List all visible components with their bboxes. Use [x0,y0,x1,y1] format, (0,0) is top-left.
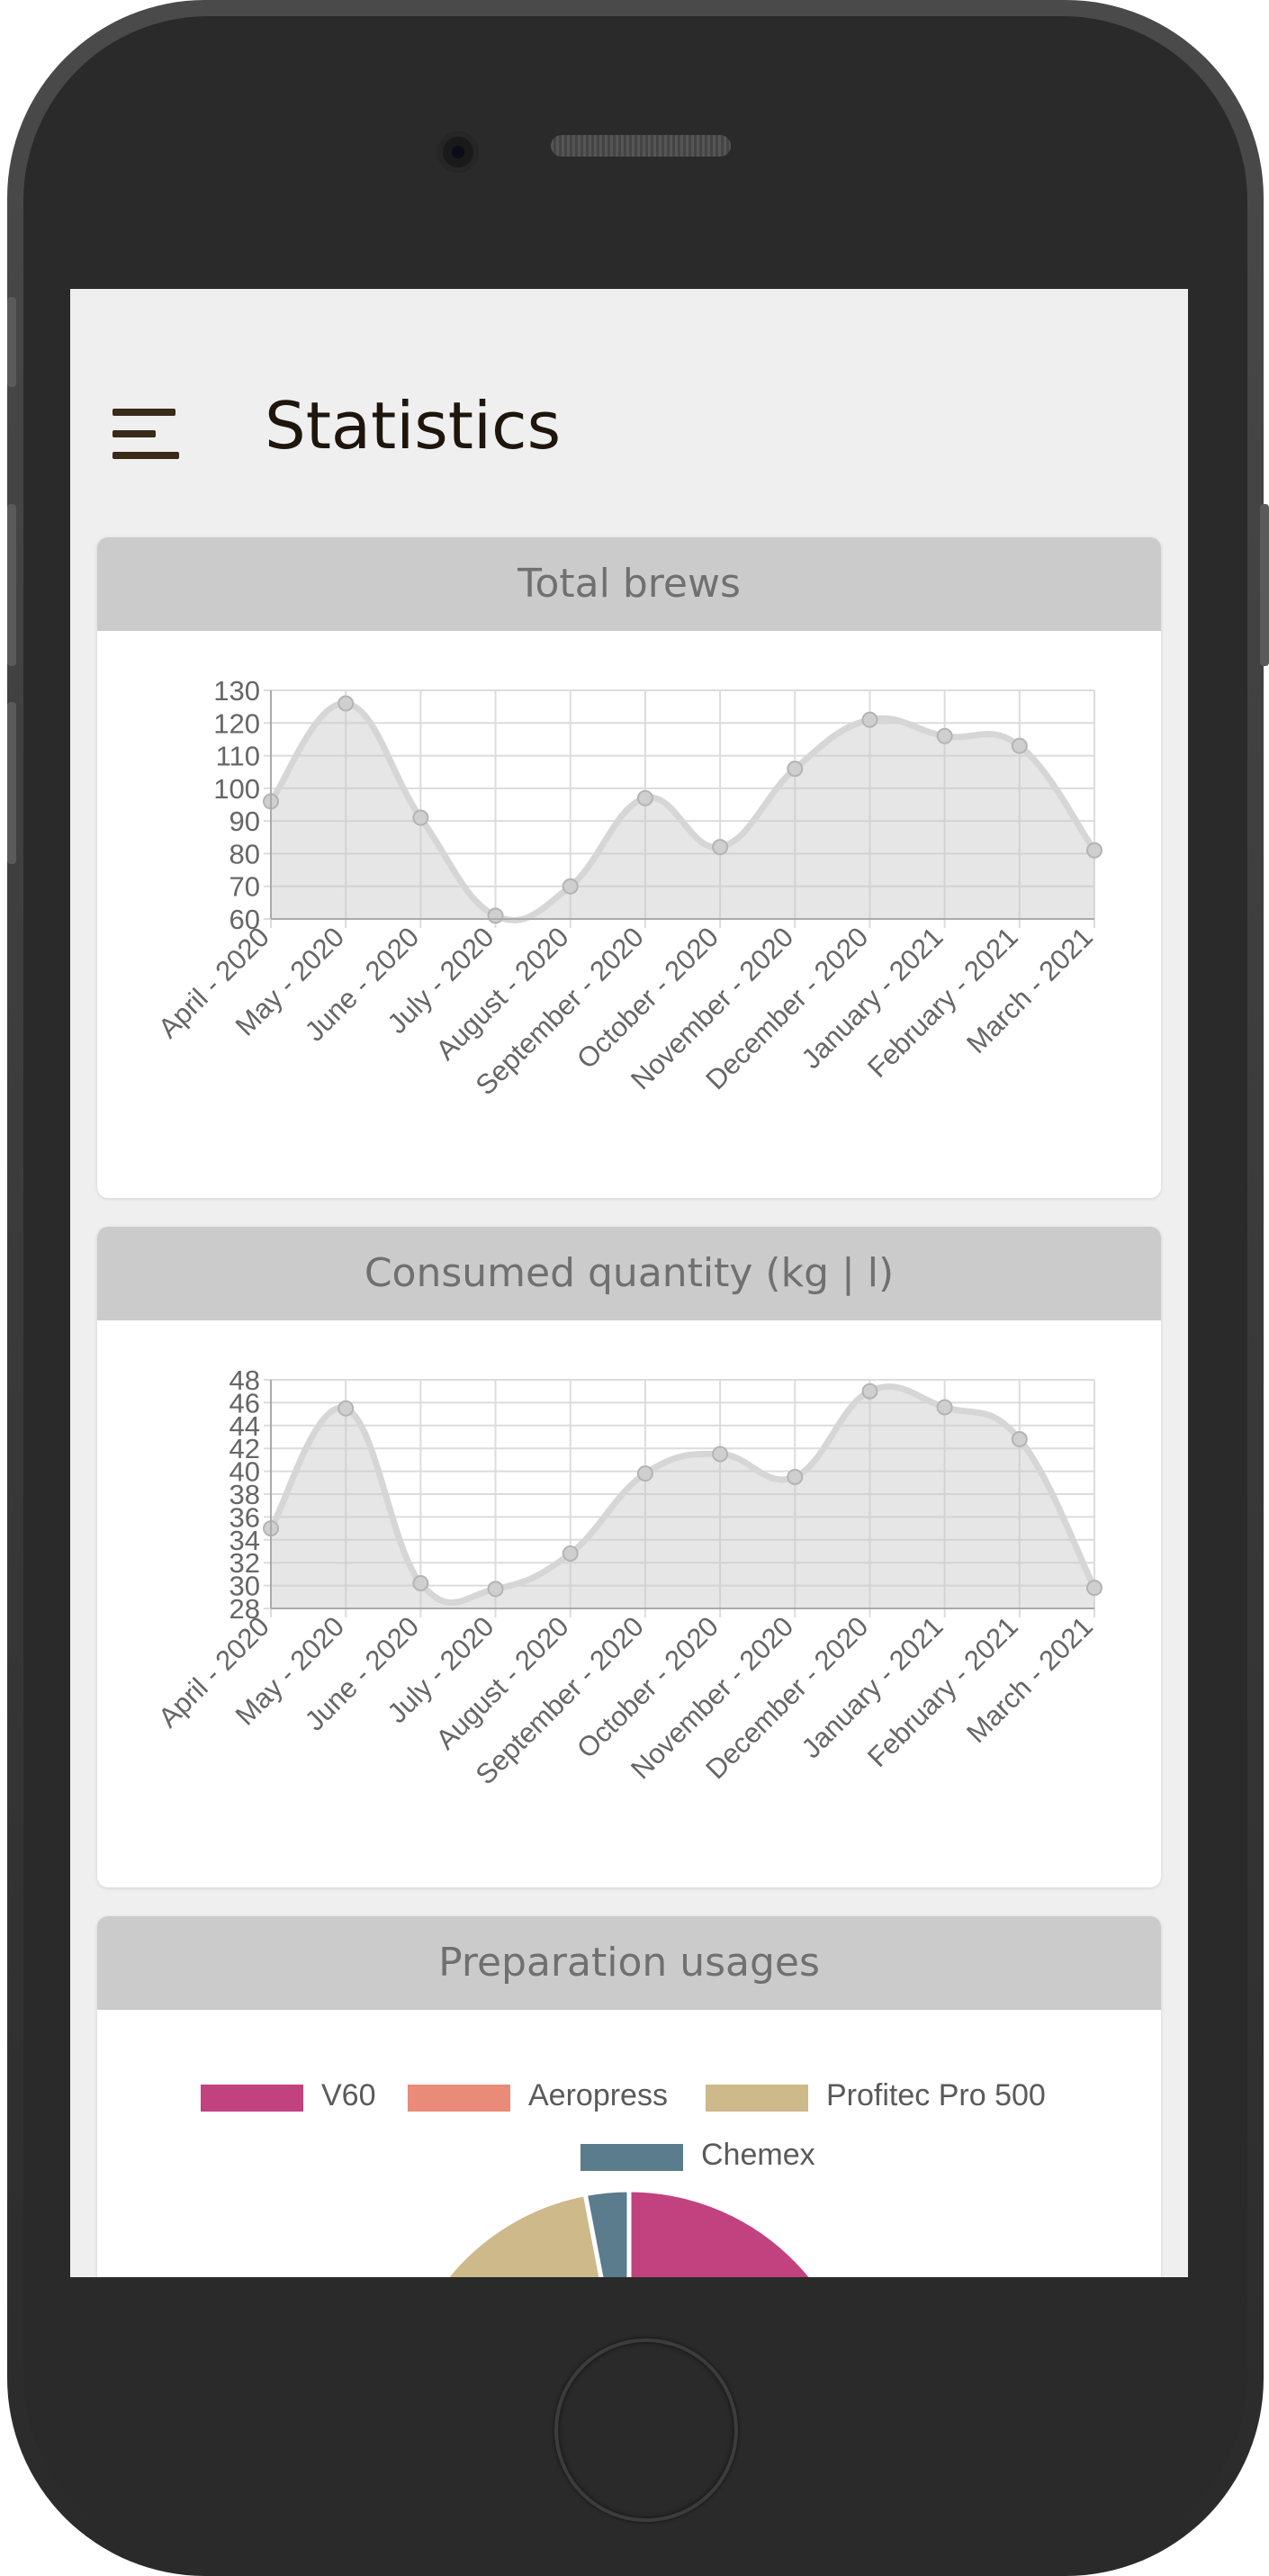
y-tick-label: 38 [230,1479,260,1510]
data-point [487,1581,504,1598]
y-tick-label: 110 [216,741,260,772]
preparation-usages-chart: V60 Aeropress Profitec Pro 500 Chemex [97,2010,1161,2277]
consumed-quantity-card: Consumed quantity (kg | l) 28 30 32 34 36 38 4… [97,1227,1161,1887]
home-button[interactable] [554,2338,738,2522]
legend-label: Aeropress [528,2078,668,2112]
data-point [1011,1431,1028,1448]
data-point [1011,737,1028,754]
data-point [787,1468,804,1485]
legend-label: Profitec Pro 500 [826,2078,1046,2112]
data-point [562,1545,579,1563]
preparation-usages-card: Preparation usages V60 Aeropress Profitec … [97,1916,1161,2277]
data-point [861,711,878,728]
legend-swatch [580,2144,683,2171]
y-tick-label: 80 [230,838,260,869]
volume-up-button [7,504,16,666]
data-point [487,907,504,924]
y-tick-label: 36 [230,1501,260,1533]
y-tick-label: 100 [213,773,260,805]
legend-swatch [706,2085,808,2112]
y-tick-label: 40 [230,1456,260,1488]
data-point [412,1575,429,1592]
data-point [936,727,953,744]
card-title: Total brews [97,537,1161,631]
power-button [1260,504,1269,666]
data-point [636,789,653,806]
x-tick-label: August - 2020 [429,921,574,1066]
y-tick-label: 70 [230,871,260,903]
y-tick-label: 46 [230,1387,260,1419]
series-area [271,703,1094,921]
data-point [1086,842,1102,859]
data-point [338,1400,355,1417]
legend-swatch [408,2085,510,2112]
y-tick-label: 44 [230,1410,260,1442]
y-tick-label: 120 [213,707,260,739]
y-tick-label: 60 [230,904,260,935]
card-title: Preparation usages [97,1916,1161,2010]
total-brews-card: Total brews 60 70 80 90 100 110 120 130 April - … [97,537,1161,1198]
data-point [562,878,579,895]
earpiece-speaker [551,135,731,157]
legend-swatch [201,2085,303,2112]
data-point [936,1399,953,1416]
y-tick-label: 34 [230,1525,260,1556]
volume-down-button [7,702,16,864]
data-point [787,761,804,778]
y-tick-label: 30 [230,1571,260,1602]
y-tick-label: 48 [230,1365,260,1396]
legend-label: V60 [321,2078,376,2112]
front-camera [437,131,479,173]
card-title: Consumed quantity (kg | l) [97,1227,1161,1320]
y-tick-label: 130 [213,675,260,707]
data-point [712,1446,729,1463]
data-point [861,1383,878,1400]
series-area [271,1386,1094,1608]
mute-switch [7,297,16,387]
y-tick-label: 32 [230,1547,260,1579]
pie-slice [444,2191,604,2277]
y-tick-label: 42 [230,1433,260,1464]
data-point [1086,1580,1102,1597]
pie-chart [444,2187,814,2277]
data-point [412,809,429,826]
hamburger-menu-icon[interactable] [112,409,181,463]
top-bar: Statistics [70,289,1188,505]
pie-slice [626,2187,814,2277]
x-tick-label: August - 2020 [429,1610,574,1755]
y-tick-label: 90 [230,806,260,837]
series-line [268,700,1097,923]
page-title: Statistics [265,388,562,464]
data-point [712,839,729,856]
data-point [636,1465,653,1482]
y-tick-label: 28 [230,1593,260,1625]
legend-label: Chemex [701,2138,815,2172]
series-line [267,1383,1098,1606]
app-screen: Statistics Total brews 60 70 80 90 100 110 120… [70,289,1188,2277]
data-point [338,695,355,712]
pie-slice [582,2187,632,2277]
